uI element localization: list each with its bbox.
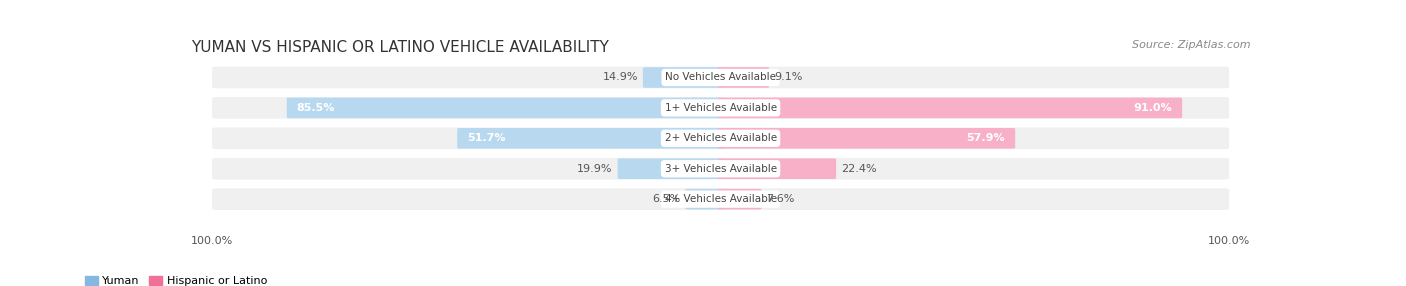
- FancyBboxPatch shape: [685, 189, 723, 209]
- Text: 19.9%: 19.9%: [576, 164, 613, 174]
- FancyBboxPatch shape: [617, 158, 723, 179]
- Text: 3+ Vehicles Available: 3+ Vehicles Available: [665, 164, 776, 174]
- Text: 100.0%: 100.0%: [191, 236, 233, 246]
- Text: 57.9%: 57.9%: [966, 133, 1005, 143]
- FancyBboxPatch shape: [718, 189, 762, 209]
- Text: 14.9%: 14.9%: [602, 72, 638, 82]
- FancyBboxPatch shape: [287, 98, 723, 118]
- Text: 6.5%: 6.5%: [652, 194, 681, 204]
- Text: 51.7%: 51.7%: [467, 133, 506, 143]
- Text: Source: ZipAtlas.com: Source: ZipAtlas.com: [1132, 39, 1250, 49]
- Text: 85.5%: 85.5%: [297, 103, 335, 113]
- Text: 22.4%: 22.4%: [841, 164, 877, 174]
- Text: No Vehicles Available: No Vehicles Available: [665, 72, 776, 82]
- FancyBboxPatch shape: [212, 188, 1229, 210]
- Text: 7.6%: 7.6%: [766, 194, 794, 204]
- Text: 1+ Vehicles Available: 1+ Vehicles Available: [665, 103, 776, 113]
- Text: 91.0%: 91.0%: [1133, 103, 1173, 113]
- FancyBboxPatch shape: [212, 128, 1229, 149]
- Text: 2+ Vehicles Available: 2+ Vehicles Available: [665, 133, 776, 143]
- FancyBboxPatch shape: [212, 67, 1229, 88]
- FancyBboxPatch shape: [212, 97, 1229, 119]
- FancyBboxPatch shape: [718, 158, 837, 179]
- Text: 100.0%: 100.0%: [1208, 236, 1250, 246]
- Text: 9.1%: 9.1%: [775, 72, 803, 82]
- Text: YUMAN VS HISPANIC OR LATINO VEHICLE AVAILABILITY: YUMAN VS HISPANIC OR LATINO VEHICLE AVAI…: [191, 39, 609, 55]
- FancyBboxPatch shape: [457, 128, 723, 149]
- FancyBboxPatch shape: [643, 67, 723, 88]
- Text: 4+ Vehicles Available: 4+ Vehicles Available: [665, 194, 776, 204]
- Legend: Yuman, Hispanic or Latino: Yuman, Hispanic or Latino: [84, 276, 267, 286]
- FancyBboxPatch shape: [718, 98, 1182, 118]
- FancyBboxPatch shape: [718, 128, 1015, 149]
- FancyBboxPatch shape: [718, 67, 769, 88]
- FancyBboxPatch shape: [212, 158, 1229, 180]
